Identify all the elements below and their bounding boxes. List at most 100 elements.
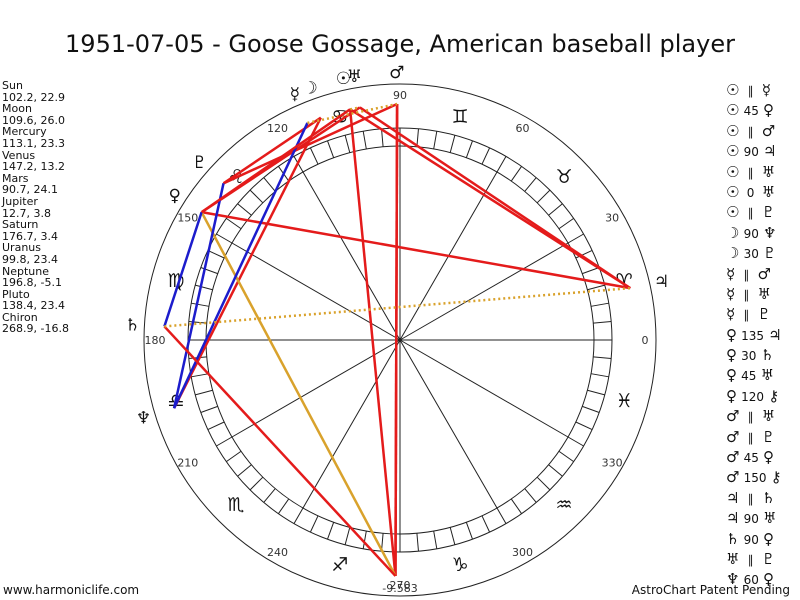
aspect-line xyxy=(163,211,203,327)
aspect-row: ♂ ∥ ♅ xyxy=(726,406,800,426)
zodiac-sign-glyph: ♒ xyxy=(556,494,573,516)
house-spoke xyxy=(399,339,498,509)
aspect-row: ☉ ∥ ♅ xyxy=(726,162,800,182)
aspect-type: 90 xyxy=(743,512,759,527)
aspect-planet-2: ☿ xyxy=(761,81,771,99)
degree-tick xyxy=(582,267,600,275)
degree-label: 300 xyxy=(512,546,533,559)
aspect-planet-2: ♇ xyxy=(757,305,771,324)
aspect-planet-2: ♇ xyxy=(763,244,777,263)
aspect-row: ♅ ∥ ♇ xyxy=(726,549,800,569)
planet-name: Sun xyxy=(2,79,23,92)
planet-values: 12.7, 3.8 xyxy=(2,206,51,220)
house-spoke xyxy=(231,339,401,438)
planet-glyph: ♅ xyxy=(347,67,362,87)
degree-tick xyxy=(590,302,609,307)
degree-tick xyxy=(416,533,419,552)
aspect-planet-2: ♃ xyxy=(768,325,782,344)
planet-values: 90.7, 24.1 xyxy=(2,183,58,197)
degree-tick xyxy=(327,140,335,158)
degree-label: 150 xyxy=(177,212,198,225)
degree-tick xyxy=(510,166,523,182)
aspect-planet-2: ♃ xyxy=(763,142,777,161)
aspect-row: ♂ 150 ⚷ xyxy=(726,467,800,487)
degree-tick xyxy=(558,450,574,463)
aspect-row: ☿ ∥ ♂ xyxy=(726,264,800,284)
footer-credit: AstroChart Patent Pending xyxy=(631,583,790,597)
aspect-row: ☽ 90 ♆ xyxy=(726,223,800,243)
degree-tick xyxy=(465,522,473,540)
degree-tick xyxy=(536,189,551,204)
aspect-row: ♀ 30 ♄ xyxy=(726,345,800,365)
aspect-planet-1: ☉ xyxy=(726,162,740,181)
aspect-type: ∥ xyxy=(747,552,754,567)
degree-tick xyxy=(216,233,233,244)
aspect-type: ∥ xyxy=(747,410,754,425)
aspect-list: ☉ ∥ ☿ ☉ 45 ♀ ☉ ∥ ♂ ☉ 90 ♃ ☉ ∥ ♅ ☉ 0 ♅ ☉ ∥ ♇ ☽ 9… xyxy=(726,80,800,590)
aspect-planet-1: ♄ xyxy=(726,529,740,548)
aspect-type: 90 xyxy=(743,226,759,241)
zodiac-sign-glyph: ♑ xyxy=(452,554,469,576)
aspect-lines xyxy=(163,102,631,577)
planet-values: 102.2, 22.9 xyxy=(2,90,65,104)
aspect-row: ♆ 60 ♀ xyxy=(726,569,800,589)
degree-tick xyxy=(249,476,264,491)
outer-circle xyxy=(143,83,657,597)
degree-tick xyxy=(524,177,537,192)
degree-label: 210 xyxy=(177,457,198,470)
aspect-type: 135 xyxy=(741,328,765,343)
aspect-row: ♂ ∥ ♇ xyxy=(726,427,800,447)
degree-label: 90 xyxy=(393,89,407,102)
aspect-planet-2: ♄ xyxy=(761,488,776,507)
degree-tick xyxy=(496,507,507,524)
aspect-row: ☽ 30 ♇ xyxy=(726,243,800,263)
degree-label: 0 xyxy=(642,334,649,347)
aspect-line xyxy=(201,210,631,290)
planet-name: Chiron xyxy=(2,310,38,324)
aspect-planet-1: ♃ xyxy=(726,488,740,507)
planet-values: 109.6, 26.0 xyxy=(2,113,65,127)
aspect-planet-1: ☉ xyxy=(726,81,740,99)
aspect-planet-2: ♅ xyxy=(761,407,776,426)
degree-tick xyxy=(416,128,419,147)
aspect-line xyxy=(394,104,399,576)
aspect-line xyxy=(349,106,361,111)
aspect-type: ∥ xyxy=(747,206,754,221)
planet-glyphs: ☉ ☽☿ ♀ ♂ ♃ ♄ ♅ ♆ ♇ ⚷ xyxy=(125,63,669,600)
planet-glyph: ☽ xyxy=(302,79,317,99)
house-spoke xyxy=(399,339,569,438)
degree-tick xyxy=(309,147,319,165)
degree-tick xyxy=(249,189,264,204)
aspect-planet-1: ♀ xyxy=(726,386,737,405)
aspect-planet-1: ☉ xyxy=(726,142,740,161)
aspect-planet-1: ☉ xyxy=(726,182,740,201)
planet-name: Jupiter xyxy=(2,194,38,208)
aspect-planet-1: ♃ xyxy=(726,509,740,528)
aspect-planet-1: ♂ xyxy=(726,448,740,467)
zodiac-sign-glyph: ♓ xyxy=(616,390,633,412)
planet-name: Uranus xyxy=(2,241,41,255)
aspect-type: ∥ xyxy=(747,124,754,139)
degree-tick xyxy=(433,530,438,549)
aspect-line xyxy=(359,106,631,290)
degree-label: 270 xyxy=(390,579,411,592)
house-spoke xyxy=(302,339,401,509)
aspect-type: 45 xyxy=(743,104,759,119)
aspect-row: ♀ 45 ♅ xyxy=(726,365,800,385)
aspect-planet-1: ☿ xyxy=(726,264,736,283)
degree-tick xyxy=(465,140,473,158)
aspect-planet-1: ☿ xyxy=(726,305,736,324)
aspect-row: ☉ 45 ♀ xyxy=(726,100,800,120)
house-spoke xyxy=(302,171,401,341)
planet-values: 113.1, 23.3 xyxy=(2,136,65,150)
degree-tick xyxy=(191,373,210,378)
aspect-type: 45 xyxy=(741,369,757,384)
degree-tick xyxy=(587,284,605,291)
aspect-type: 30 xyxy=(741,349,757,364)
aspect-line xyxy=(307,102,398,125)
planet-glyph: ♂ xyxy=(389,63,404,83)
aspect-row: ♀ 135 ♃ xyxy=(726,325,800,345)
aspect-row: ♄ 90 ♀ xyxy=(726,529,800,549)
degree-label: 240 xyxy=(267,546,288,559)
planet-values: 268.9, -16.8 xyxy=(2,322,69,336)
